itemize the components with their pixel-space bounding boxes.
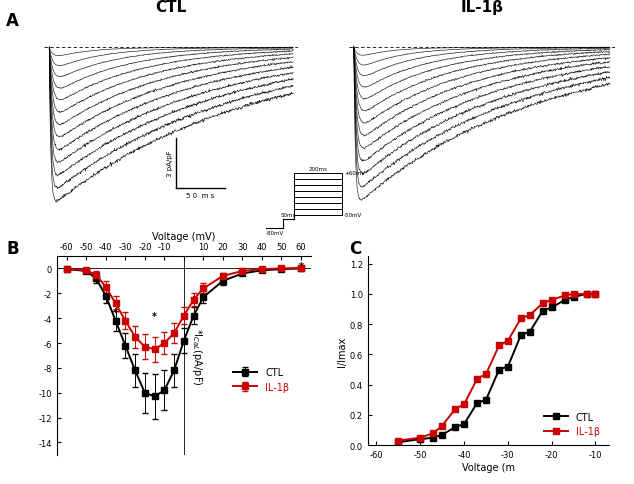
Text: CTL: CTL: [155, 0, 187, 15]
Text: 200ms: 200ms: [308, 167, 327, 172]
IL-1β: [583, 291, 590, 297]
Text: *: *: [152, 311, 157, 321]
Text: *I$_{CaL}$(pA/pF): *I$_{CaL}$(pA/pF): [190, 327, 204, 384]
Text: C: C: [349, 240, 361, 257]
Text: *: *: [191, 295, 196, 305]
CTL: [517, 332, 525, 338]
IL-1β: [474, 376, 481, 382]
IL-1β: [526, 313, 534, 318]
Text: -50mV: -50mV: [344, 213, 362, 218]
IL-1β: [451, 406, 459, 412]
Text: *: *: [299, 261, 304, 272]
IL-1β: [592, 291, 599, 297]
X-axis label: Voltage (mV): Voltage (mV): [152, 232, 216, 242]
X-axis label: Voltage (m: Voltage (m: [462, 462, 515, 472]
CTL: [548, 305, 555, 311]
CTL: [482, 397, 490, 403]
IL-1β: [548, 297, 555, 303]
Text: -80mV: -80mV: [266, 231, 283, 236]
CTL: [526, 329, 534, 335]
CTL: [570, 294, 578, 300]
Y-axis label: I/Imax: I/Imax: [337, 336, 347, 366]
CTL: [451, 424, 459, 430]
Line: IL-1β: IL-1β: [396, 291, 598, 443]
CTL: [460, 421, 468, 427]
Legend: CTL, IL-1β: CTL, IL-1β: [540, 408, 604, 440]
CTL: [417, 437, 424, 442]
Text: *: *: [123, 316, 128, 326]
Text: A: A: [6, 12, 19, 30]
CTL: [592, 291, 599, 297]
IL-1β: [438, 423, 446, 428]
IL-1β: [430, 430, 437, 436]
Text: 5 0  m s: 5 0 m s: [186, 192, 214, 198]
Text: *: *: [133, 332, 138, 342]
CTL: [394, 439, 402, 445]
Text: *: *: [113, 307, 118, 318]
Legend: CTL, IL-1β: CTL, IL-1β: [229, 363, 293, 396]
CTL: [583, 291, 590, 297]
Line: CTL: CTL: [396, 291, 598, 445]
CTL: [561, 297, 569, 303]
CTL: [539, 308, 547, 314]
Text: IL-1β: IL-1β: [460, 0, 503, 15]
Text: 3 pA/pF: 3 pA/pF: [167, 150, 173, 177]
Text: *: *: [143, 342, 147, 352]
IL-1β: [417, 435, 424, 440]
IL-1β: [482, 371, 490, 377]
CTL: [504, 364, 512, 370]
IL-1β: [394, 438, 402, 444]
Text: +60mV: +60mV: [344, 170, 365, 176]
IL-1β: [539, 301, 547, 306]
CTL: [438, 432, 446, 438]
Text: B: B: [6, 240, 19, 257]
IL-1β: [504, 338, 512, 344]
IL-1β: [570, 291, 578, 297]
CTL: [474, 400, 481, 406]
CTL: [430, 435, 437, 440]
IL-1β: [495, 343, 503, 348]
Text: 50ms: 50ms: [281, 213, 296, 218]
IL-1β: [561, 293, 569, 299]
IL-1β: [517, 316, 525, 321]
CTL: [495, 367, 503, 373]
IL-1β: [460, 402, 468, 408]
